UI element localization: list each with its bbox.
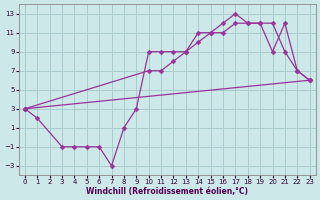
X-axis label: Windchill (Refroidissement éolien,°C): Windchill (Refroidissement éolien,°C)	[86, 187, 248, 196]
